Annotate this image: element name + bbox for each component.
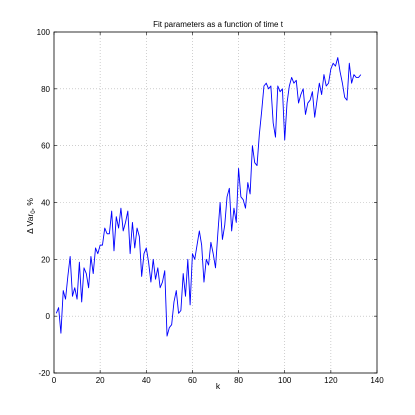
x-tick-label: 120 bbox=[324, 376, 338, 385]
x-axis-label: k bbox=[216, 381, 221, 391]
x-tick-label: 40 bbox=[142, 376, 151, 385]
chart-title: Fit parameters as a function of time t bbox=[153, 20, 284, 29]
y-axis-label: Δ Var0, % bbox=[25, 198, 37, 234]
x-tick-label: 80 bbox=[234, 376, 243, 385]
y-tick-label: 100 bbox=[37, 28, 51, 37]
series-line bbox=[55, 57, 362, 337]
axis-ticks bbox=[53, 31, 378, 374]
y-axis-label-subscript: 0 bbox=[31, 210, 37, 214]
y-tick-label: 0 bbox=[46, 312, 51, 321]
x-tick-label: 100 bbox=[278, 376, 292, 385]
y-tick-labels: -20 0 20 40 60 80 100 bbox=[37, 28, 51, 378]
x-tick-labels: 0 20 40 60 80 100 120 140 bbox=[52, 376, 384, 385]
y-axis-label-suffix: , % bbox=[25, 198, 35, 211]
x-tick-label: 60 bbox=[188, 376, 197, 385]
x-tick-label: 140 bbox=[370, 376, 384, 385]
y-tick-label: 60 bbox=[41, 142, 50, 151]
x-tick-label: 20 bbox=[96, 376, 105, 385]
y-tick-label: -20 bbox=[38, 369, 50, 378]
y-tick-label: 40 bbox=[41, 199, 50, 208]
y-tick-label: 20 bbox=[41, 255, 50, 264]
x-tick-label: 0 bbox=[52, 376, 57, 385]
y-axis-label-main: Δ Var bbox=[25, 214, 35, 234]
y-tick-label: 80 bbox=[41, 85, 50, 94]
